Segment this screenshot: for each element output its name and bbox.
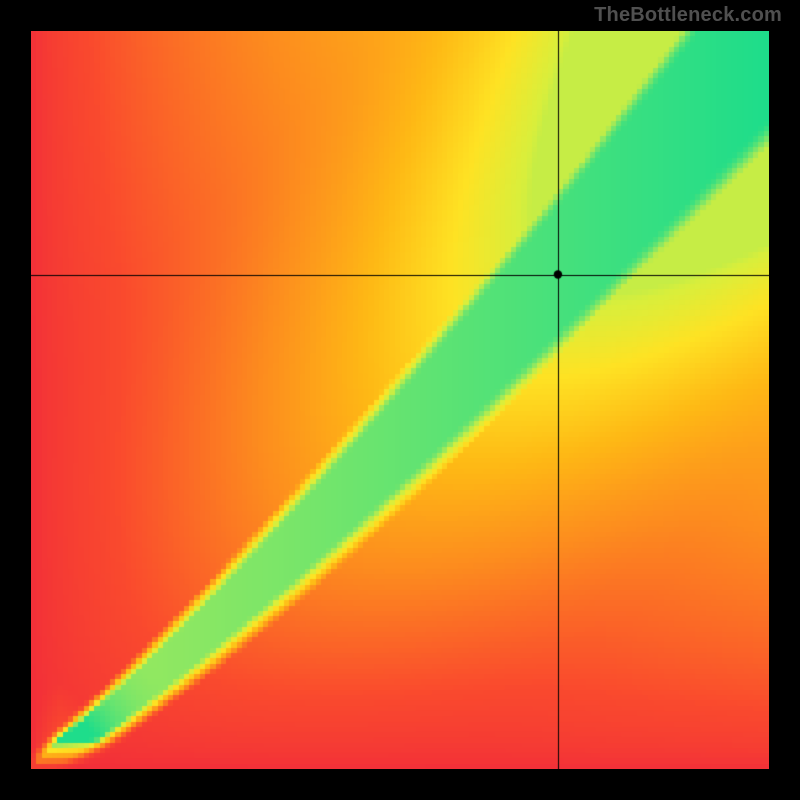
- watermark-text: TheBottleneck.com: [594, 4, 782, 27]
- bottleneck-heatmap: [31, 31, 769, 769]
